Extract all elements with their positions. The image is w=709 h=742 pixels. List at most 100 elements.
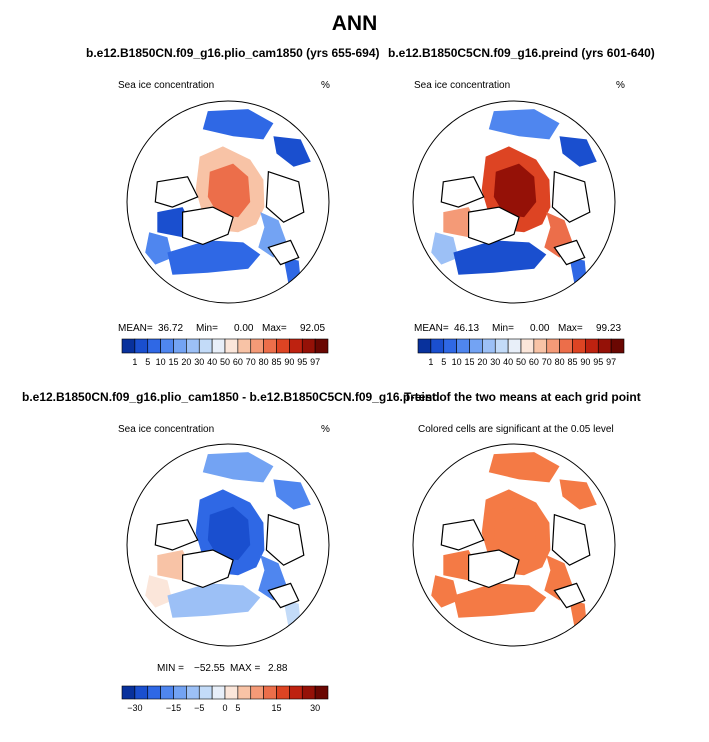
panel3-subtitle: Sea ice concentration: [118, 424, 215, 435]
panel4-title: T-test of the two means at each grid poi…: [404, 390, 641, 404]
colorbar-box: [559, 338, 573, 354]
panel2-units: %: [616, 80, 625, 91]
ice-greenland-sea: [167, 240, 261, 275]
coastline-siberia: [551, 170, 591, 223]
panel2-title: b.e12.B1850C5CN.f09_g16.preind (yrs 601-…: [388, 46, 655, 60]
colorbar-box: [160, 338, 174, 354]
coastline-greenland: [468, 549, 520, 589]
map-border: [126, 100, 330, 304]
colorbar-tick-label: 5: [441, 357, 446, 367]
colorbar-tick-label: 15: [464, 357, 474, 367]
panel3-title: b.e12.B1850CN.f09_g16.plio_cam1850 - b.e…: [22, 390, 440, 404]
colorbar-box: [520, 338, 535, 354]
colorbar-tick-label: 20: [477, 357, 487, 367]
map-border: [126, 443, 330, 647]
colorbar-tick-label: −5: [194, 703, 204, 713]
colorbar-tick-label: 30: [194, 357, 204, 367]
colorbar-box: [263, 338, 277, 354]
diff-okhotsk-sea: [273, 479, 311, 510]
colorbar-box: [224, 338, 239, 354]
panel1-mean-label: MEAN=: [118, 323, 153, 334]
colorbar-tick-label: 10: [156, 357, 166, 367]
coastline-canadaArch: [154, 519, 199, 551]
colorbar-box: [276, 685, 290, 700]
colorbar-tick-label: 10: [452, 357, 462, 367]
coastline-siberia: [265, 170, 305, 223]
figure-title: ANN: [331, 12, 378, 35]
colorbar-box: [597, 338, 612, 354]
map-border: [412, 443, 616, 647]
colorbar-tick-label: 60: [529, 357, 539, 367]
coastline-canadaArch: [154, 176, 199, 208]
panel2-min: 0.00: [530, 323, 550, 334]
colorbar-tick-label: 20: [181, 357, 191, 367]
colorbar-tick-label: 15: [168, 357, 178, 367]
panel1-min-label: Min=: [196, 323, 218, 334]
colorbar-tick-label: −15: [166, 703, 181, 713]
panel3-max: 2.88: [268, 663, 288, 674]
colorbar-box: [186, 338, 200, 354]
colorbar-box: [211, 685, 226, 700]
signif-okhotsk-sea: [559, 479, 597, 510]
colorbar-box: [224, 685, 239, 700]
colorbar-box: [237, 685, 252, 700]
colorbar-box: [585, 338, 599, 354]
colorbar-box: [572, 338, 586, 354]
colorbar-tick-label: 15: [271, 703, 281, 713]
colorbar-box: [121, 685, 136, 700]
panel2-mean: 46.13: [454, 323, 480, 334]
colorbar-box: [430, 338, 445, 354]
panel2-min-label: Min=: [492, 323, 514, 334]
ice-bering-sea: [488, 109, 560, 140]
signif-labrador-sea: [431, 575, 459, 608]
ice-okhotsk-sea: [273, 136, 311, 167]
colorbar-box: [301, 338, 316, 354]
colorbar-tick-label: 70: [246, 357, 256, 367]
colorbar-box: [250, 338, 264, 354]
colorbar-tick-label: 85: [271, 357, 281, 367]
colorbar-tick-label: 85: [567, 357, 577, 367]
colorbar-box: [610, 338, 625, 354]
colorbar-box: [121, 338, 136, 354]
colorbar-panel2: 1 5 10 15 20 30 40 50 60 70 80 85 90 95 97: [417, 338, 625, 367]
colorbar-box: [301, 685, 316, 700]
colorbar-tick-label: 30: [490, 357, 500, 367]
colorbar-tick-label: 50: [220, 357, 230, 367]
ice-okhotsk-sea: [559, 136, 597, 167]
colorbar-box: [160, 685, 174, 700]
map-panel-3: [127, 444, 329, 646]
diff-labrador-sea: [145, 575, 173, 608]
panel1-title: b.e12.B1850CN.f09_g16.plio_cam1850 (yrs …: [86, 46, 380, 60]
coastline-scand: [267, 239, 300, 266]
colorbar-box: [494, 338, 509, 354]
colorbar-tick-label: 5: [235, 703, 240, 713]
colorbar-box: [456, 338, 470, 354]
colorbar-tick-label: 80: [555, 357, 565, 367]
panel2-max-label: Max=: [558, 323, 583, 334]
coastline-greenland: [468, 206, 520, 246]
colorbar-box: [198, 685, 213, 700]
coastline-greenland: [182, 549, 234, 589]
colorbar-tick-label: 40: [207, 357, 217, 367]
panel1-units: %: [321, 80, 330, 91]
panel3-min: −52.55: [194, 663, 225, 674]
colorbar-tick-label: 1: [132, 357, 137, 367]
colorbar-tick-label: 97: [310, 357, 320, 367]
coastline-siberia: [551, 513, 591, 566]
coastline-scand: [553, 582, 586, 609]
colorbar-tick-label: 70: [542, 357, 552, 367]
colorbar-box: [533, 338, 548, 354]
colorbar-tick-label: 90: [284, 357, 294, 367]
colorbar-tick-label: 95: [297, 357, 307, 367]
map-panel-1: [127, 101, 329, 303]
colorbar-panel3: −30 −15 −5 0 5 15 30: [121, 685, 329, 713]
ice-bering-sea: [202, 109, 274, 140]
colorbar-tick-label: 80: [259, 357, 269, 367]
colorbar-box: [237, 338, 252, 354]
ice-labrador-sea: [145, 232, 173, 265]
colorbar-box: [482, 338, 496, 354]
panel1-max: 92.05: [300, 323, 326, 334]
colorbar-box: [314, 338, 329, 354]
signif-core: [493, 506, 537, 561]
